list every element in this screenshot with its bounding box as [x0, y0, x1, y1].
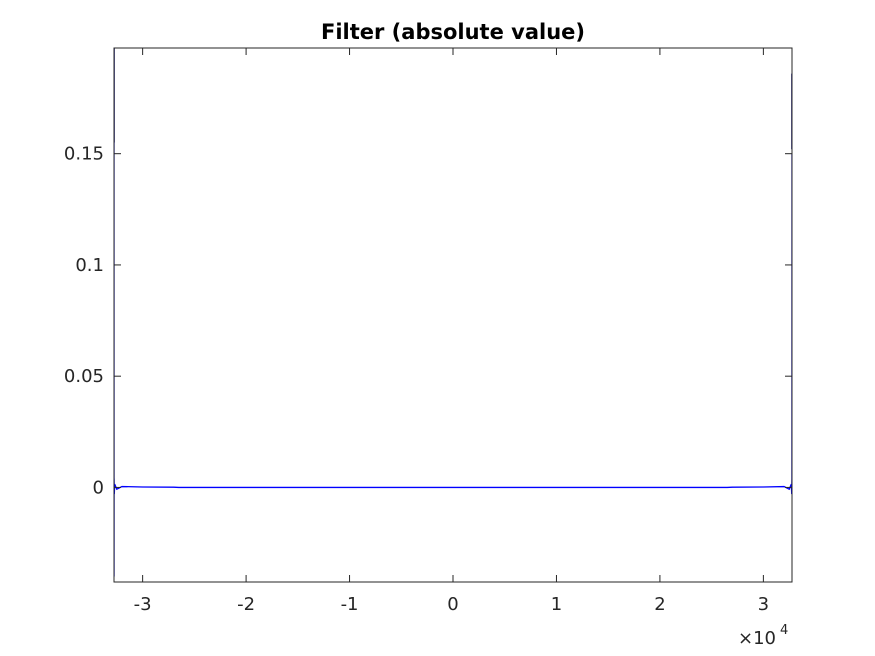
- x-axis-multiplier: ×10 4: [738, 623, 788, 649]
- x-tick-label: -3: [134, 594, 152, 615]
- y-tick-label: 0.1: [75, 255, 104, 276]
- x-tick-label: 1: [551, 594, 562, 615]
- x-tick-label: 0: [447, 594, 458, 615]
- y-tick-label: 0.05: [64, 366, 104, 387]
- x-axis-multiplier-base-value: 10: [753, 628, 776, 649]
- y-tick-label: 0: [93, 477, 104, 498]
- x-axis-multiplier-exponent: 4: [780, 623, 788, 638]
- ticks: -3 -2 -1 0 1 2 3 0 0.05 0.1 0.15: [64, 48, 792, 615]
- x-tick-label: -2: [237, 594, 255, 615]
- x-tick-label: -1: [341, 594, 359, 615]
- y-tick-label: 0.15: [64, 144, 104, 165]
- x-tick-label: 2: [654, 594, 665, 615]
- x-axis-multiplier-base: ×10: [738, 628, 776, 649]
- chart-title: Filter (absolute value): [321, 20, 585, 44]
- x-tick-label: 3: [758, 594, 769, 615]
